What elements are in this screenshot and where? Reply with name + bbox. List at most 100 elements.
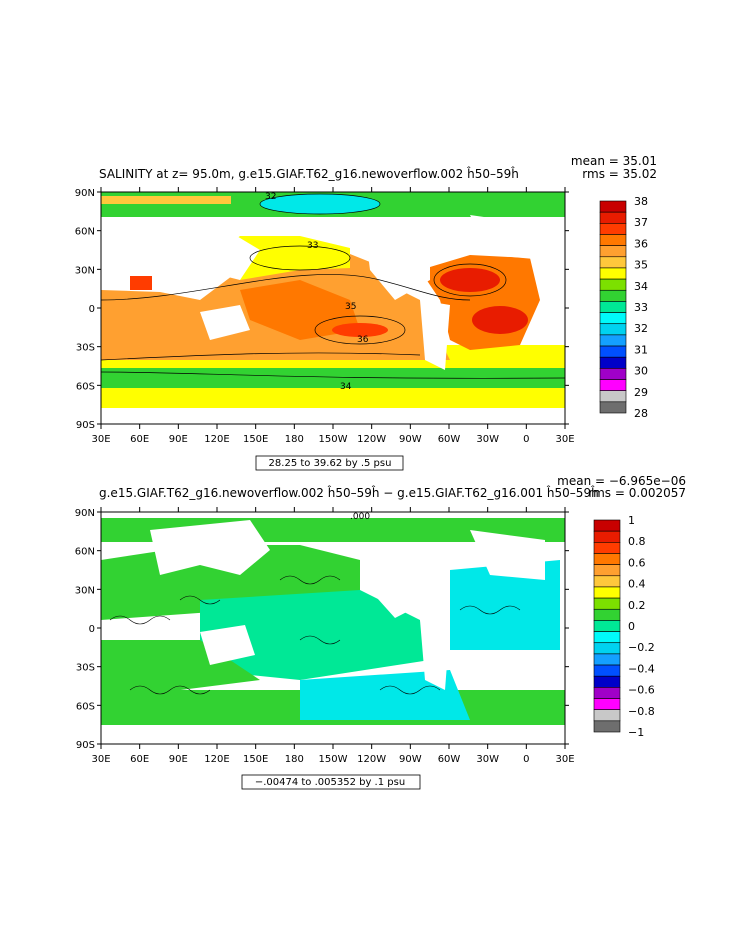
y-tick-label: 60N xyxy=(75,547,95,558)
colorbar-swatch xyxy=(599,223,627,235)
x-tick-label: 180 xyxy=(285,754,304,765)
y-tick-label: 30S xyxy=(76,343,95,354)
x-tick-label: 120E xyxy=(204,754,229,765)
colorbar-swatch xyxy=(593,586,621,599)
colorbar-swatch xyxy=(599,368,627,380)
colorbar-swatch xyxy=(599,356,627,369)
colorbar-swatch xyxy=(593,553,621,565)
colorbar-label: 34 xyxy=(634,280,648,293)
colorbar-swatch xyxy=(599,390,627,403)
colorbar-swatch xyxy=(593,575,621,588)
colorbar-swatch xyxy=(593,687,621,699)
panel1-mean: mean = 35.01 xyxy=(571,154,657,168)
colorbar-swatch xyxy=(593,542,621,554)
panel1-range-note: 28.25 to 39.62 by .5 psu xyxy=(269,458,392,469)
colorbar-swatch xyxy=(593,664,621,677)
colorbar-label: 28 xyxy=(634,407,648,420)
difference-map xyxy=(101,512,565,744)
y-tick-label: 90S xyxy=(76,740,95,751)
x-tick-label: 30W xyxy=(476,754,499,765)
colorbar-label: 0 xyxy=(628,620,635,633)
x-tick-label: 90E xyxy=(169,434,188,445)
panel2-range-note: −.00474 to .005352 by .1 psu xyxy=(255,777,405,788)
x-tick-label: 60E xyxy=(130,754,149,765)
x-tick-label: 150W xyxy=(319,434,348,445)
colorbar-swatch xyxy=(593,597,621,610)
difference-panel: g.e15.GIAF.T62_g16.newoverflow.002 ĥ50–5… xyxy=(75,474,686,790)
y-tick-label: 30S xyxy=(76,663,95,674)
contour-label: 35 xyxy=(345,302,356,312)
x-tick-label: 90E xyxy=(169,754,188,765)
y-tick-label: 0 xyxy=(89,624,95,635)
colorbar-swatch xyxy=(593,642,621,655)
colorbar-label: 0.6 xyxy=(628,556,646,569)
y-tick-label: 60N xyxy=(75,227,95,238)
panel2-range-box xyxy=(241,774,421,790)
colorbar-label: 37 xyxy=(634,216,648,229)
y-tick-label: 30N xyxy=(75,265,95,276)
panel2-rms: rms = 0.002057 xyxy=(588,486,686,500)
colorbar-swatch xyxy=(593,564,621,577)
y-tick-label: 90N xyxy=(75,508,95,519)
colorbar-label: −0.2 xyxy=(628,641,655,654)
colorbar-swatch xyxy=(593,631,621,644)
x-tick-label: 180 xyxy=(285,434,304,445)
x-tick-label: 30E xyxy=(91,754,110,765)
colorbar-swatch xyxy=(599,278,627,291)
colorbar-label: 1 xyxy=(628,514,635,527)
x-tick-label: 90W xyxy=(399,434,422,445)
colorbar-label: 30 xyxy=(634,365,648,378)
salinity-panel: SALINITY at z= 95.0m, g.e15.GIAF.T62_g16… xyxy=(75,154,657,471)
y-tick-label: 60S xyxy=(76,701,95,712)
y-tick-label: 90S xyxy=(76,420,95,431)
x-tick-label: 60W xyxy=(438,434,461,445)
x-tick-label: 120W xyxy=(357,434,386,445)
x-tick-label: 90W xyxy=(399,754,422,765)
colorbar-swatch xyxy=(593,608,621,621)
panel2-axes: 90N 60N 30N 0 30S 60S 90S 30E 60E 90E 120E 150E 180 1… xyxy=(75,507,575,765)
colorbar-swatch xyxy=(599,200,627,213)
colorbar-swatch xyxy=(599,323,627,336)
x-tick-label: 30E xyxy=(555,434,574,445)
panel1-rms: rms = 35.02 xyxy=(582,167,657,181)
panel1-range-box xyxy=(255,455,404,471)
x-tick-label: 150E xyxy=(243,434,268,445)
x-tick-label: 120W xyxy=(357,754,386,765)
contour-label: 33 xyxy=(307,241,318,251)
colorbar-label: 0.2 xyxy=(628,599,646,612)
panel1-title: SALINITY at z= 95.0m, g.e15.GIAF.T62_g16… xyxy=(99,166,519,181)
contour-label: 36 xyxy=(357,335,369,345)
colorbar-swatch xyxy=(599,289,627,302)
x-tick-label: 30E xyxy=(555,754,574,765)
y-tick-label: 30N xyxy=(75,585,95,596)
x-tick-label: 150W xyxy=(319,754,348,765)
colorbar-swatch xyxy=(599,256,627,269)
colorbar-swatch xyxy=(599,334,627,347)
contour-label: 32 xyxy=(265,192,276,202)
colorbar-swatch xyxy=(593,720,621,733)
panel2-colorbar: 1 0.8 0.6 0.4 0.2 0 −0.2 −0.4 −0.6 −0.8 −1 xyxy=(593,514,655,739)
colorbar-swatch xyxy=(593,620,621,632)
x-tick-label: 60E xyxy=(130,434,149,445)
colorbar-swatch xyxy=(599,312,627,325)
colorbar-label: 35 xyxy=(634,259,648,272)
colorbar-label: 36 xyxy=(634,237,648,250)
x-tick-label: 0 xyxy=(523,754,529,765)
y-tick-label: 0 xyxy=(89,304,95,315)
y-tick-label: 60S xyxy=(76,381,95,392)
colorbar-swatch xyxy=(599,211,627,224)
colorbar-label: −0.8 xyxy=(628,705,655,718)
colorbar-label: 33 xyxy=(634,301,648,314)
colorbar-label: 38 xyxy=(634,195,648,208)
contour-label: 34 xyxy=(340,382,352,392)
colorbar-swatch xyxy=(593,530,621,543)
colorbar-label: −1 xyxy=(628,726,644,739)
x-tick-label: 0 xyxy=(523,434,529,445)
colorbar-swatch xyxy=(593,698,621,710)
colorbar-label: −0.4 xyxy=(628,662,655,675)
colorbar-swatch xyxy=(593,653,621,666)
colorbar-label: 0.4 xyxy=(628,578,646,591)
colorbar-swatch xyxy=(599,245,627,258)
colorbar-swatch xyxy=(599,267,627,280)
colorbar-swatch xyxy=(593,675,621,688)
